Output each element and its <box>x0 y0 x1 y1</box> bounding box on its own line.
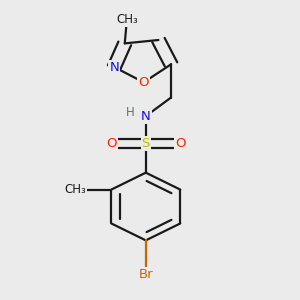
Text: O: O <box>106 137 117 150</box>
Text: O: O <box>138 76 149 89</box>
Text: Br: Br <box>139 268 153 281</box>
Text: H: H <box>125 106 134 118</box>
Text: O: O <box>175 137 185 150</box>
Text: CH₃: CH₃ <box>116 13 138 26</box>
Text: N: N <box>110 61 119 74</box>
Text: CH₃: CH₃ <box>64 183 86 196</box>
Text: S: S <box>142 137 150 150</box>
Text: N: N <box>141 110 151 123</box>
